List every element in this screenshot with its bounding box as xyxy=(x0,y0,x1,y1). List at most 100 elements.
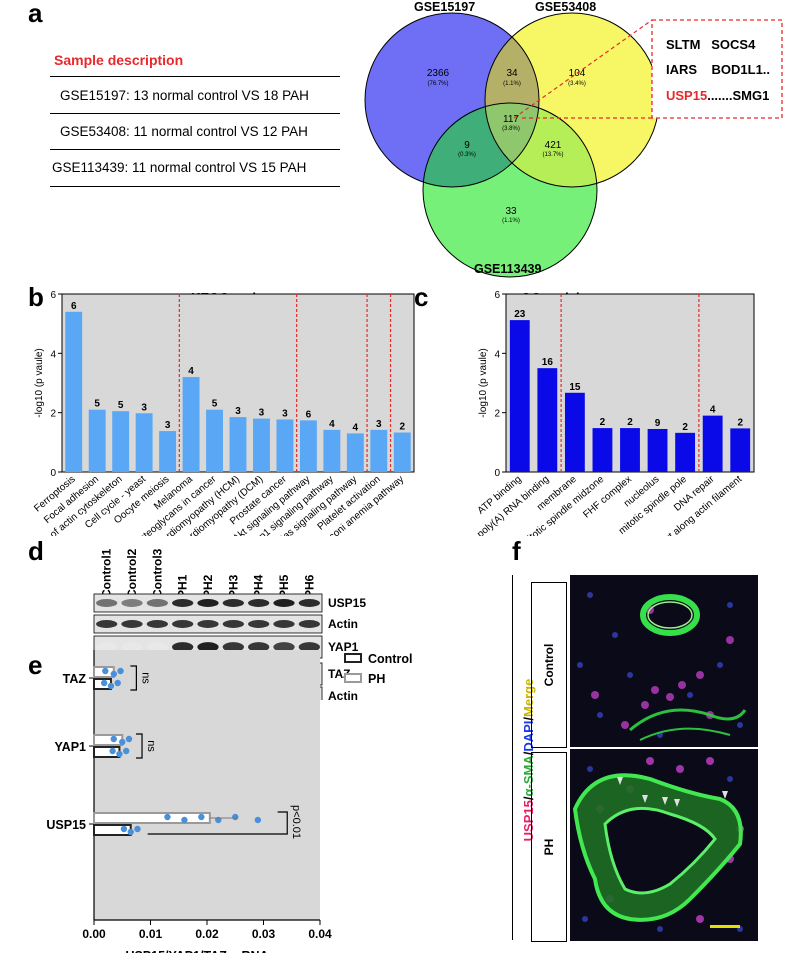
y-axis-label: -log10 (p vaule) xyxy=(478,348,489,417)
venn-count: 34 xyxy=(506,68,518,79)
venn-pct: (3.8%) xyxy=(502,126,520,132)
bar xyxy=(276,419,294,472)
y-tick-label: 2 xyxy=(494,409,500,420)
bar-data-label: 3 xyxy=(141,402,147,413)
data-point xyxy=(109,747,116,755)
divider xyxy=(50,76,340,77)
band xyxy=(273,620,295,628)
venn-pct: (1.1%) xyxy=(503,81,521,87)
band xyxy=(222,620,244,628)
band xyxy=(248,642,270,652)
band xyxy=(248,620,270,628)
bar xyxy=(620,428,640,472)
bar xyxy=(159,431,177,472)
data-point xyxy=(254,816,262,824)
bar xyxy=(206,409,223,472)
category-label: YAP1 xyxy=(54,740,86,754)
legend-swatch-ph xyxy=(344,673,362,683)
bar-data-label: 4 xyxy=(353,422,359,433)
venn-callout-box xyxy=(651,19,783,119)
bar xyxy=(702,415,723,472)
micrograph-control xyxy=(570,575,758,747)
bar xyxy=(592,428,613,472)
significance-bracket xyxy=(136,733,143,759)
band xyxy=(197,620,219,628)
callout-genes-2: IARS BOD1L1.. xyxy=(666,62,770,77)
band xyxy=(197,599,219,607)
venn-pct: (0.3%) xyxy=(458,152,476,158)
data-point xyxy=(119,738,126,746)
y-tick-label: 0 xyxy=(50,468,56,479)
row-label-control: Control xyxy=(542,643,556,687)
bar xyxy=(323,429,341,472)
bar xyxy=(253,418,270,472)
bar-data-label: 9 xyxy=(655,418,661,429)
venn-count: 421 xyxy=(545,140,562,151)
callout-genes-rest: .......SMG1 xyxy=(707,88,769,103)
bar xyxy=(393,432,411,472)
divider xyxy=(50,186,340,187)
bar-data-label: 3 xyxy=(282,408,288,419)
data-point xyxy=(114,679,121,687)
venn-set-label-3: GSE113439 xyxy=(474,262,541,276)
bar-data-label: 5 xyxy=(94,399,100,410)
bar-data-label: 23 xyxy=(514,309,526,320)
lane-label: PH2 xyxy=(201,574,215,598)
sample-description-title: Sample description xyxy=(54,52,184,68)
data-point xyxy=(102,667,109,675)
venn-callout-line xyxy=(513,19,653,119)
legend-label-ph: PH xyxy=(368,672,385,686)
bar-data-label: 4 xyxy=(329,419,335,430)
bar-data-label: 6 xyxy=(306,409,312,420)
band xyxy=(273,599,295,607)
data-point xyxy=(134,825,141,833)
bar xyxy=(112,411,130,472)
band xyxy=(172,620,194,628)
lane-label: Control3 xyxy=(150,548,164,598)
legend-label-control: Control xyxy=(368,652,412,666)
band xyxy=(146,620,168,628)
significance-label: ns xyxy=(139,672,151,684)
y-tick-label: 2 xyxy=(50,409,56,420)
venn-count: 2366 xyxy=(427,68,450,79)
divider xyxy=(50,149,340,150)
panel-label-d: d xyxy=(28,536,44,566)
bar-data-label: 5 xyxy=(118,400,124,411)
significance-label: p<0.01 xyxy=(290,805,302,839)
band xyxy=(197,642,219,652)
blot-row-label: Actin xyxy=(328,617,358,631)
callout-highlight-gene: USP15 xyxy=(666,88,707,103)
venn-diagram: GSE15197 GSE53408 GSE113439 2366 (76.7%)… xyxy=(364,0,783,278)
bar xyxy=(564,392,585,472)
venn-set-label-2: GSE53408 xyxy=(535,0,596,14)
data-point xyxy=(107,682,115,690)
lane-label: Control1 xyxy=(100,548,114,598)
venn-count: 117 xyxy=(503,114,519,125)
panel-label-c: c xyxy=(414,282,429,312)
band xyxy=(298,620,320,628)
sample-row-1: GSE15197: 13 normal control VS 18 PAH xyxy=(60,88,309,103)
bar-ph xyxy=(93,734,124,746)
data-point xyxy=(181,816,188,824)
data-point xyxy=(110,670,117,678)
row-label-box-ph: PH xyxy=(531,752,567,942)
bar xyxy=(299,420,317,472)
band xyxy=(248,599,270,607)
lane-label: PH5 xyxy=(277,574,291,598)
band xyxy=(172,599,194,607)
y-tick-label: 4 xyxy=(50,349,56,360)
lane-label: PH3 xyxy=(226,574,240,598)
blot-row-label: Actin xyxy=(328,689,358,700)
panel-label-a: a xyxy=(28,0,43,28)
panel-label-e: e xyxy=(28,650,43,680)
bar xyxy=(88,409,106,472)
bar xyxy=(65,311,83,472)
callout-genes-3: USP15.......SMG1 xyxy=(666,88,769,103)
category-label: USP15 xyxy=(46,818,86,832)
data-point xyxy=(110,735,117,743)
band xyxy=(121,620,143,628)
bar-data-label: 15 xyxy=(569,382,581,393)
row-label-box-control: Control xyxy=(531,582,567,748)
scale-bar xyxy=(710,925,740,928)
